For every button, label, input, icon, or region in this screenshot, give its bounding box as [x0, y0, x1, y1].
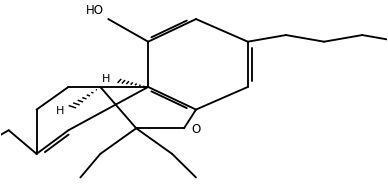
Text: O: O: [192, 123, 201, 136]
Text: H: H: [102, 74, 111, 84]
Text: HO: HO: [86, 4, 104, 17]
Text: H: H: [55, 105, 64, 115]
